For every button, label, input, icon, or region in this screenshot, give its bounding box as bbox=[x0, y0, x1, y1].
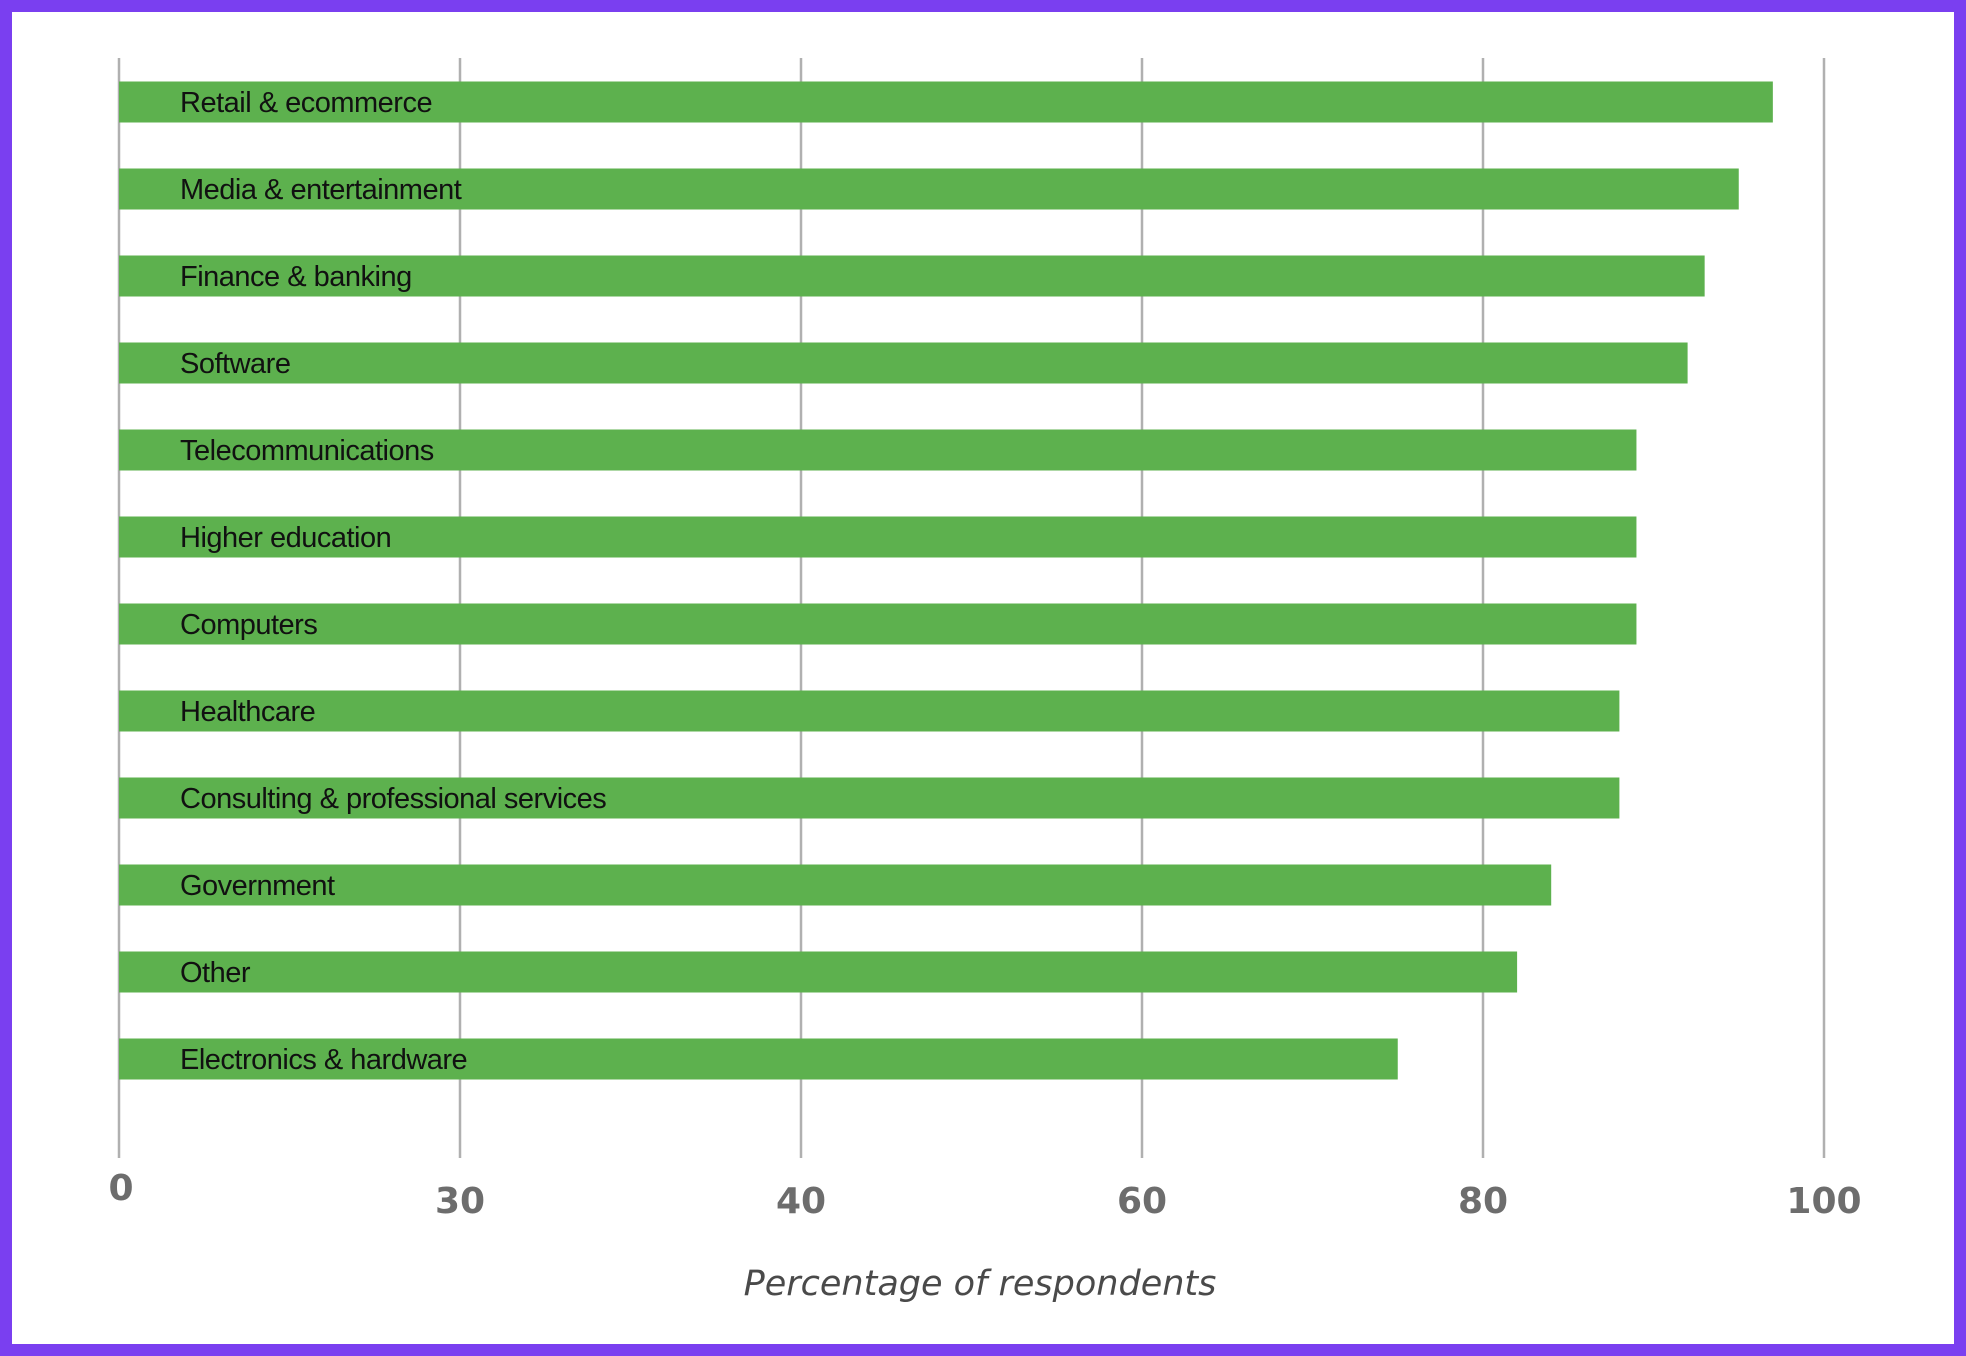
x-axis-title: Percentage of respondents bbox=[744, 1264, 1217, 1304]
bar bbox=[119, 864, 1552, 906]
bar-category-label: Higher education bbox=[180, 522, 391, 554]
bar bbox=[119, 951, 1518, 993]
bar-category-label: Software bbox=[180, 348, 290, 380]
bars: Retail & ecommerce Media & entertainment F… bbox=[119, 81, 1773, 1080]
bar bbox=[119, 342, 1688, 384]
bar-category-label: Retail & ecommerce bbox=[180, 87, 432, 119]
bar-category-label: Healthcare bbox=[180, 696, 315, 728]
x-tick-label: 100 bbox=[1786, 1181, 1861, 1222]
x-tick-label: 60 bbox=[1117, 1181, 1167, 1222]
bar bbox=[119, 81, 1773, 123]
chart-frame bbox=[12, 12, 1954, 1344]
bar-category-label: Other bbox=[180, 957, 251, 989]
bar bbox=[119, 777, 1620, 819]
bar bbox=[119, 516, 1637, 558]
bar-category-label: Consulting & professional services bbox=[180, 783, 606, 815]
bar bbox=[119, 603, 1637, 645]
x-tick-label: 0 bbox=[108, 1168, 133, 1209]
x-tick-label: 40 bbox=[776, 1181, 826, 1222]
bar bbox=[119, 255, 1705, 297]
bar-category-label: Computers bbox=[180, 609, 317, 641]
x-tick-label: 80 bbox=[1458, 1181, 1508, 1222]
bar bbox=[119, 1038, 1398, 1080]
bar-category-label: Telecommunications bbox=[180, 435, 434, 467]
bar bbox=[119, 690, 1620, 732]
bar-category-label: Media & entertainment bbox=[180, 174, 462, 206]
x-axis-ticks: 0 30 40 60 80 100 bbox=[108, 1168, 1861, 1222]
bar-category-label: Finance & banking bbox=[180, 261, 412, 293]
x-tick-label: 30 bbox=[435, 1181, 485, 1222]
bar bbox=[119, 168, 1739, 210]
bar bbox=[119, 429, 1637, 471]
bar-category-label: Electronics & hardware bbox=[180, 1044, 467, 1076]
bar-category-label: Government bbox=[180, 870, 335, 902]
